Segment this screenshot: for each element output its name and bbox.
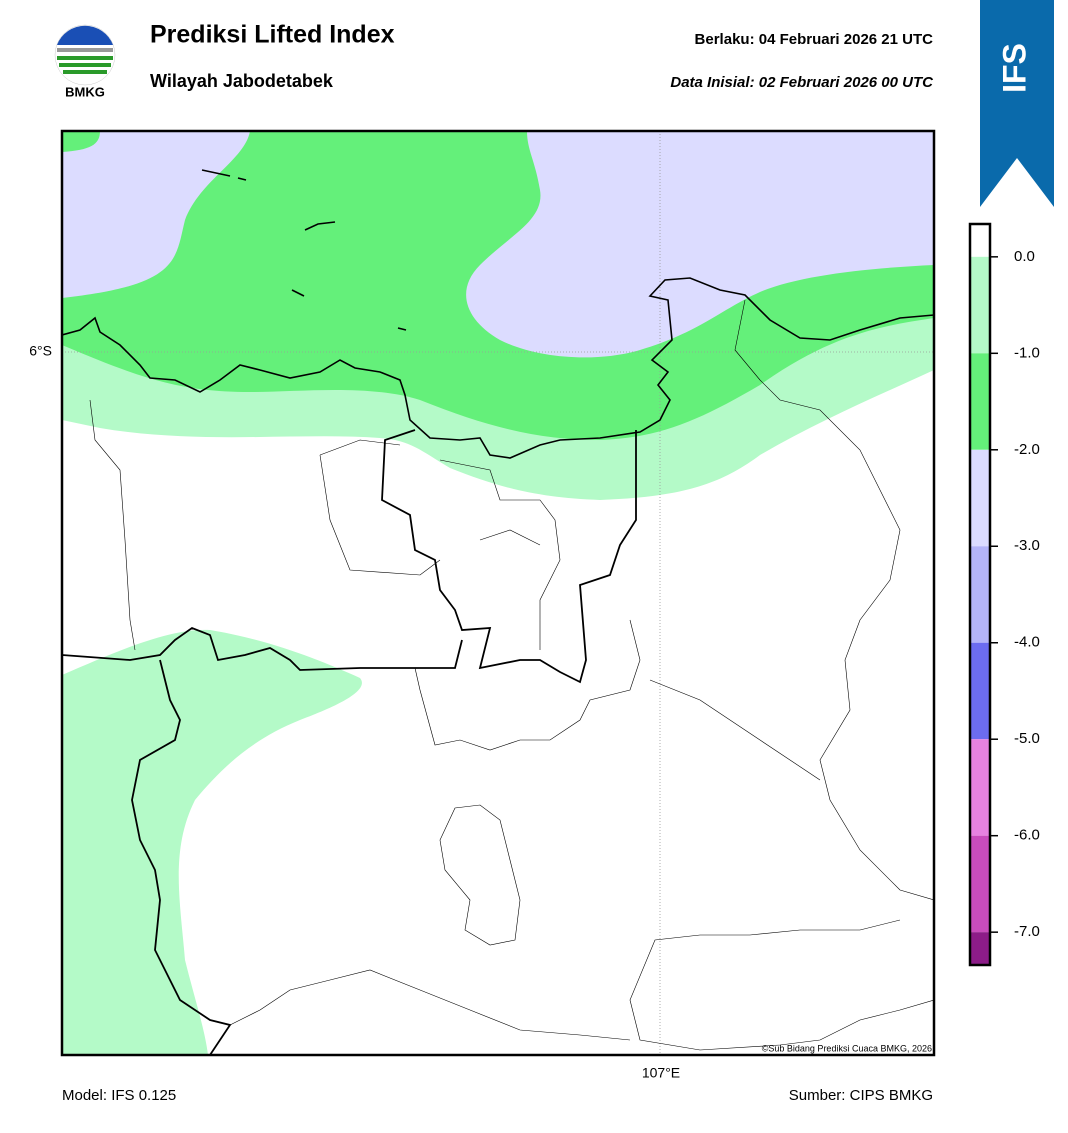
colorbar-segment <box>971 739 989 836</box>
colorbar-tick-label: -1.0 <box>1014 344 1040 361</box>
colorbar-tick-label: -3.0 <box>1014 537 1040 554</box>
lon-label: 107°E <box>642 1065 680 1081</box>
colorbar: 0.0 -1.0 -2.0 -3.0 -4.0 -5.0 -6.0 -7.0 <box>971 225 1040 964</box>
source: Sumber: CIPS BMKG <box>789 1087 933 1104</box>
lat-label: 6°S <box>29 343 52 359</box>
colorbar-tick-label: 0.0 <box>1014 248 1035 265</box>
model: Model: IFS 0.125 <box>62 1087 176 1104</box>
colorbar-tick-label: -7.0 <box>1014 923 1040 940</box>
badge-text: IFS <box>996 43 1032 93</box>
map: 6°S 107°E ©Sub Bidang Prediksi Cuaca BMK… <box>29 129 936 1081</box>
credit: ©Sub Bidang Prediksi Cuaca BMKG, 2026 <box>762 1043 932 1053</box>
logo: BMKG <box>54 24 116 99</box>
logo-text: BMKG <box>65 84 105 99</box>
subtitle: Wilayah Jabodetabek <box>150 71 334 91</box>
init-time: Data Inisial: 02 Februari 2026 00 UTC <box>670 74 934 91</box>
colorbar-segment <box>971 449 989 547</box>
colorbar-segment <box>971 353 989 450</box>
colorbar-segment <box>971 546 989 643</box>
colorbar-segment <box>971 932 989 964</box>
colorbar-segment <box>971 225 989 257</box>
colorbar-segment <box>971 835 989 933</box>
valid-time: Berlaku: 04 Februari 2026 21 UTC <box>695 31 934 48</box>
colorbar-segment <box>971 642 989 740</box>
colorbar-tick-label: -6.0 <box>1014 827 1040 844</box>
colorbar-tick-label: -2.0 <box>1014 441 1040 458</box>
colorbar-tick-label: -4.0 <box>1014 634 1040 651</box>
colorbar-segment <box>971 256 989 354</box>
colorbar-frame <box>968 222 992 967</box>
badge <box>980 0 1054 207</box>
title: Prediksi Lifted Index <box>150 21 395 49</box>
colorbar-tick-label: -5.0 <box>1014 730 1040 747</box>
